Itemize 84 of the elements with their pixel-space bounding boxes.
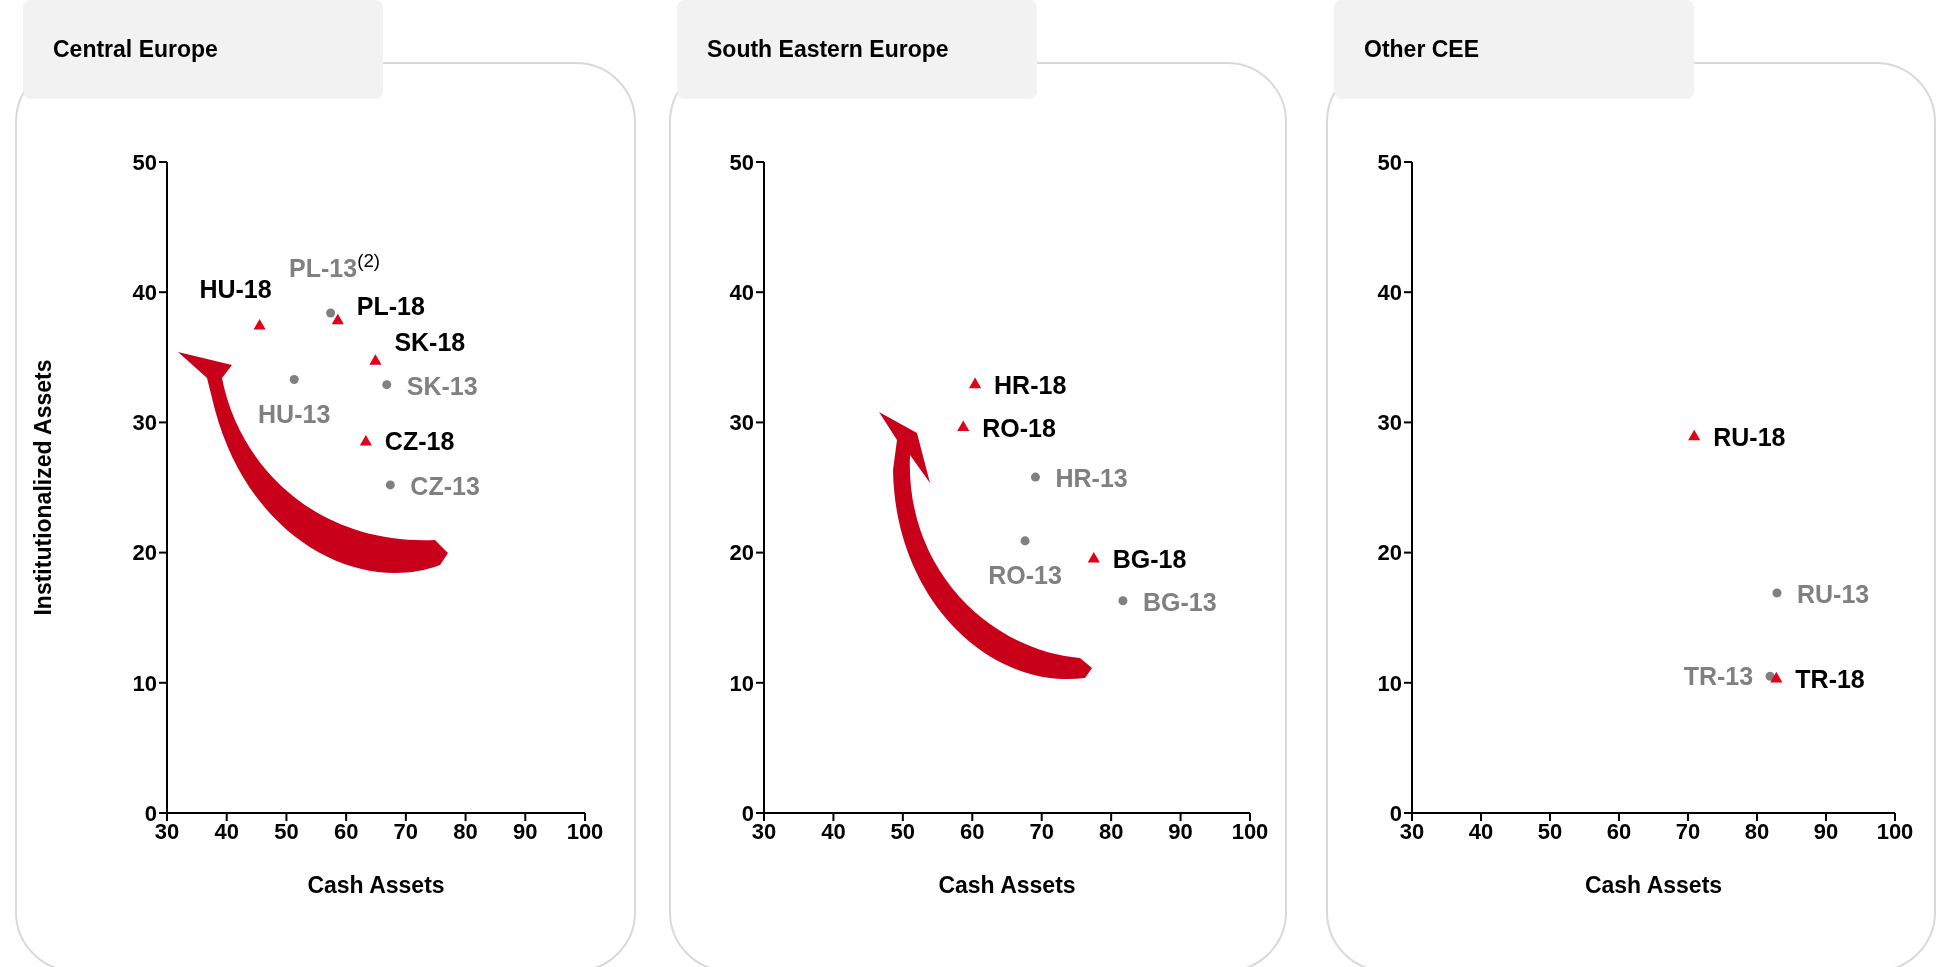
point bbox=[1087, 552, 1100, 563]
x-tick-label: 30 bbox=[751, 818, 777, 844]
point bbox=[968, 377, 982, 389]
point bbox=[369, 354, 382, 365]
x-tick-label: 30 bbox=[1399, 818, 1425, 844]
y-tick-label: 10 bbox=[729, 670, 754, 696]
x-tick-label: 50 bbox=[274, 818, 299, 844]
annotation: HU-18 bbox=[199, 275, 272, 304]
annotation: HR-13 bbox=[1055, 464, 1128, 493]
y-tick-label: 30 bbox=[1377, 410, 1402, 436]
annotation: PL-13$^{(2)}$ bbox=[289, 249, 381, 283]
y-tick-label: 0 bbox=[1389, 800, 1402, 826]
x-tick-label: 30 bbox=[154, 818, 180, 844]
annotation: TR-18 bbox=[1795, 664, 1865, 693]
chart-title: South Eastern Europe bbox=[677, 0, 1037, 99]
y-tick-label: 20 bbox=[729, 540, 754, 566]
y-tick-label: 40 bbox=[1377, 280, 1402, 306]
annotation: RU-18 bbox=[1713, 422, 1786, 451]
annotation: HR-18 bbox=[994, 370, 1067, 399]
point bbox=[1770, 671, 1783, 683]
y-tick-label: 0 bbox=[144, 800, 157, 826]
y-tick-label: 40 bbox=[729, 280, 754, 306]
y-tick-label: 30 bbox=[729, 410, 754, 436]
annotation: RO-18 bbox=[982, 413, 1056, 442]
x-tick-label: 40 bbox=[214, 818, 239, 844]
annotation: CZ-18 bbox=[384, 426, 455, 455]
point bbox=[957, 420, 970, 432]
x-tick-label: 100 bbox=[566, 818, 604, 844]
annotation: CZ-13 bbox=[410, 471, 480, 500]
y-tick-label: 10 bbox=[1377, 670, 1402, 696]
y-tick-label: 40 bbox=[132, 280, 157, 306]
point bbox=[1030, 472, 1040, 482]
point bbox=[1118, 596, 1128, 606]
point bbox=[1772, 588, 1782, 598]
annotation: TR-13 bbox=[1683, 662, 1754, 691]
x-axis-title: Cash Assets bbox=[307, 872, 445, 898]
x-tick-label: 60 bbox=[333, 818, 359, 844]
point bbox=[253, 319, 266, 330]
chart-title: Other CEE bbox=[1334, 0, 1694, 99]
point bbox=[1688, 429, 1701, 441]
y-axis-title: Institutionalized Assets bbox=[30, 359, 57, 616]
x-tick-label: 90 bbox=[513, 818, 538, 844]
annotation: RU-13 bbox=[1797, 579, 1870, 608]
point bbox=[326, 308, 336, 318]
x-tick-label: 50 bbox=[890, 818, 916, 844]
point bbox=[382, 380, 392, 390]
x-tick-label: 100 bbox=[1231, 818, 1269, 844]
x-axis-title: Cash Assets bbox=[1584, 872, 1723, 898]
point bbox=[289, 374, 299, 384]
y-tick-label: 10 bbox=[132, 670, 157, 696]
x-tick-label: 80 bbox=[1098, 818, 1124, 844]
x-tick-label: 70 bbox=[393, 818, 419, 844]
annotation: SK-13 bbox=[406, 371, 478, 400]
y-tick-label: 20 bbox=[132, 540, 157, 566]
x-tick-label: 40 bbox=[821, 818, 846, 844]
x-axis-title: Cash Assets bbox=[938, 872, 1076, 898]
y-tick-label: 20 bbox=[1377, 540, 1402, 566]
annotation: BG-18 bbox=[1112, 545, 1187, 574]
y-tick-label: 30 bbox=[132, 410, 157, 436]
x-tick-label: 70 bbox=[1675, 818, 1701, 844]
x-tick-label: 50 bbox=[1537, 818, 1563, 844]
x-tick-label: 60 bbox=[1606, 818, 1632, 844]
x-tick-label: 40 bbox=[1468, 818, 1494, 844]
annotation: HU-13 bbox=[258, 400, 331, 429]
y-tick-label: 50 bbox=[729, 149, 754, 175]
x-tick-label: 70 bbox=[1029, 818, 1054, 844]
point bbox=[331, 313, 344, 325]
annotation: RO-13 bbox=[988, 560, 1062, 589]
y-tick-label: 0 bbox=[741, 800, 754, 826]
annotation: SK-18 bbox=[394, 328, 466, 357]
x-tick-label: 80 bbox=[453, 818, 478, 844]
x-tick-label: 80 bbox=[1744, 818, 1770, 844]
y-tick-label: 50 bbox=[132, 149, 157, 175]
annotation: BG-13 bbox=[1142, 587, 1217, 616]
point bbox=[1020, 536, 1030, 546]
x-tick-label: 90 bbox=[1168, 818, 1193, 844]
x-tick-label: 60 bbox=[960, 818, 985, 844]
point bbox=[359, 434, 372, 446]
y-tick-label: 50 bbox=[1377, 149, 1402, 175]
annotation: PL-18 bbox=[356, 291, 425, 320]
x-tick-label: 90 bbox=[1813, 818, 1839, 844]
point bbox=[385, 480, 395, 490]
chart-title: Central Europe bbox=[23, 0, 383, 99]
x-tick-label: 100 bbox=[1876, 818, 1914, 844]
